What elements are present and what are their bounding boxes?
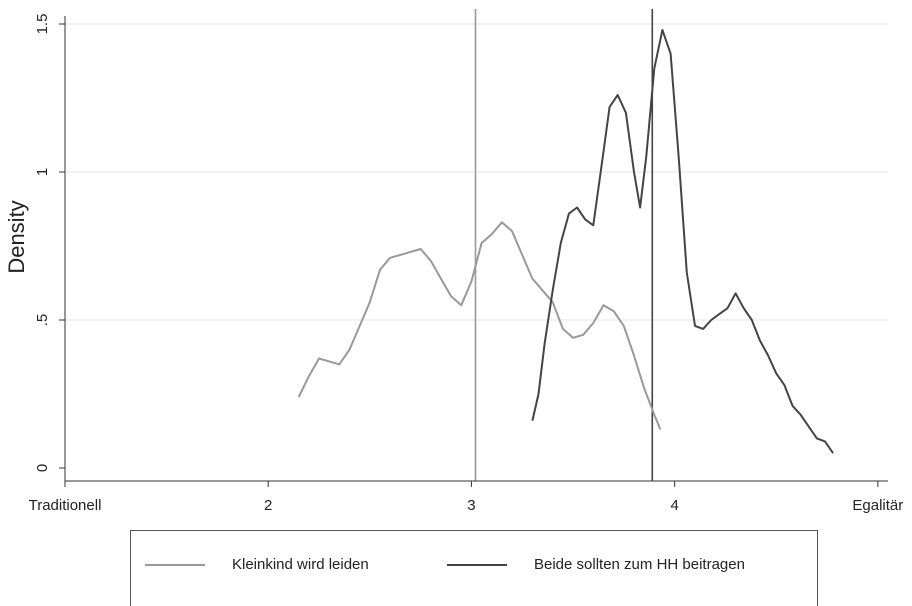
x-tick-label-3: 4 [670,497,678,514]
legend-item-kleinkind: Kleinkind wird leiden [145,556,369,573]
x-tick-label-1: 2 [264,497,272,514]
density-plot: Traditionell 2 3 4 Egalitär 0 .5 1 1.5 Density [4,9,903,514]
legend-label-beide: Beide sollten zum HH beitragen [534,556,745,573]
series-layer [297,28,834,454]
y-tick-label-3: 1.5 [34,14,51,35]
legend-swatch-kleinkind [145,563,205,566]
legend-item-beide: Beide sollten zum HH beitragen [447,556,745,573]
legend-swatch-beide [447,563,507,566]
x-tick-label-2: 3 [467,497,475,514]
x-tick-label-0: Traditionell [29,497,102,514]
y-axis-ticks: 0 .5 1 1.5 [34,14,65,472]
x-axis-ticks: Traditionell 2 3 4 Egalitär [29,481,903,514]
reference-lines [474,9,654,481]
y-axis-title: Density [4,200,29,273]
series-line-0 [297,221,662,430]
y-tick-label-2: 1 [34,168,51,176]
x-tick-label-4: Egalitär [852,497,903,514]
y-tick-label-1: .5 [34,314,51,327]
grid-layer [65,23,888,321]
axes [64,16,888,482]
series-line-1 [531,28,834,454]
legend-label-kleinkind: Kleinkind wird leiden [232,556,369,573]
y-tick-label-0: 0 [34,464,51,472]
legend: Kleinkind wird leiden Beide sollten zum … [130,530,818,606]
